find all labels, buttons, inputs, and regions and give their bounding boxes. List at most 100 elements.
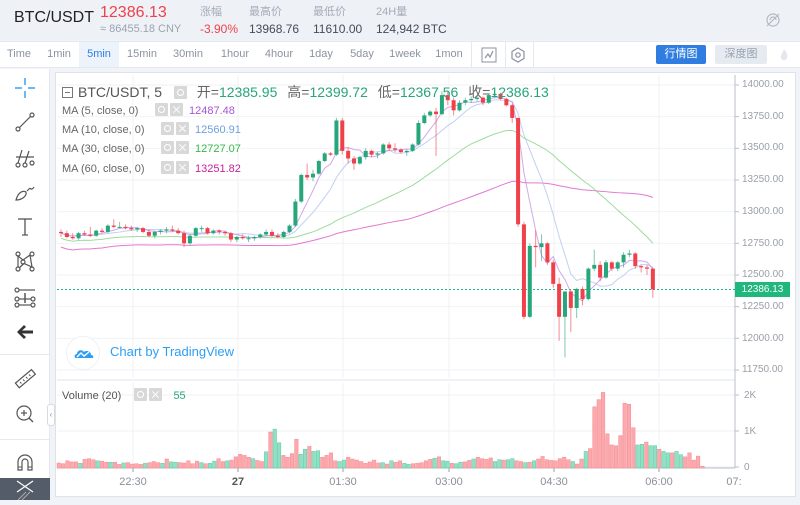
price-tick: 11750.00 [742, 364, 783, 375]
high-label: 高= [287, 84, 310, 100]
low-label: 低= [377, 84, 400, 100]
ma-value: 12487.48 [189, 105, 235, 117]
pattern-icon[interactable] [12, 249, 38, 275]
collapse-toolbar-button[interactable]: ‹ [47, 404, 55, 426]
divider [505, 42, 506, 67]
symbol-label: BTC/USDT, 5 [78, 84, 163, 100]
time-tick: 07: [726, 476, 742, 488]
close-icon[interactable] [176, 122, 189, 135]
ma-label: MA (60, close, 0) [62, 163, 145, 175]
cloud-chart-icon [74, 350, 94, 358]
magnet-icon[interactable] [12, 450, 38, 476]
timeframe-1day[interactable]: 1day [309, 48, 333, 60]
price-tick: 13500.00 [742, 142, 784, 153]
price-tick: 13250.00 [742, 174, 784, 185]
time-tick: 03:00 [435, 476, 463, 488]
close-label: 收= [468, 84, 491, 100]
low-value: 12367.56 [399, 84, 459, 100]
gear-icon[interactable] [161, 122, 174, 135]
ma10-legend: MA (10, close, 0) 12560.91 [62, 122, 241, 136]
text-icon[interactable] [12, 214, 38, 240]
price-block: 12386.13 ≈ 86455.18 CNY [100, 4, 181, 36]
timeframe-1min[interactable]: 1min [47, 48, 71, 60]
pitchfork-icon[interactable] [12, 145, 38, 171]
close-value: 12386.13 [490, 84, 549, 100]
ma5-legend: MA (5, close, 0) 12487.48 [62, 103, 235, 117]
timeframe-toolbar: Time 1min 5min 15min 30min 1hour 4hour 1… [0, 41, 800, 68]
time-tick: 06:00 [645, 476, 673, 488]
cny-price: ≈ 86455.18 CNY [100, 23, 182, 35]
volume-tick: 1K [744, 426, 757, 437]
divider [533, 42, 534, 67]
price-tick: 13000.00 [742, 206, 784, 217]
line-chart-icon[interactable] [480, 46, 498, 64]
high-value: 12399.72 [309, 84, 368, 100]
timeframe-5day[interactable]: 5day [350, 48, 374, 60]
stat-low: 最低价 11610.00 [313, 5, 362, 37]
drawing-toolbar [0, 69, 50, 501]
stat-value: 11610.00 [313, 22, 363, 36]
remove-drawings-button[interactable] [0, 478, 50, 501]
timeframe-1week[interactable]: 1week [389, 48, 421, 60]
divider [471, 42, 472, 67]
collapse-legend-icon[interactable] [62, 87, 73, 98]
open-label: 开= [196, 84, 219, 100]
stat-label: 最高价 [249, 6, 282, 18]
stat-value: -3.90% [200, 22, 239, 36]
close-icon[interactable] [170, 103, 183, 116]
tab-depth-chart[interactable]: 深度图 [715, 45, 767, 64]
close-icon[interactable] [176, 161, 189, 174]
timeframe-4hour[interactable]: 4hour [264, 48, 294, 60]
pair-name: BTC/USDT [14, 9, 94, 26]
zoom-in-icon[interactable] [12, 401, 38, 427]
ruler-icon[interactable] [12, 366, 38, 392]
ma-value: 12560.91 [195, 124, 241, 136]
stat-value: 124,942 BTC [376, 22, 447, 36]
time-tick: 01:30 [329, 476, 357, 488]
timeframe-15min[interactable]: 15min [127, 48, 157, 60]
price-tick: 12000.00 [742, 333, 784, 344]
brush-icon[interactable] [12, 179, 38, 205]
crosshair-icon[interactable] [12, 75, 38, 101]
timeframe-1hour[interactable]: 1hour [220, 48, 250, 60]
chart-legend: BTC/USDT, 5 开=12385.95 高=12399.72 低=1236… [62, 82, 549, 102]
divider [0, 439, 50, 440]
ma60-legend: MA (60, close, 0) 13251.82 [62, 161, 241, 175]
timeframe-time[interactable]: Time [6, 48, 32, 60]
timeframe-5min[interactable]: 5min [79, 42, 119, 67]
price-tick: 12500.00 [742, 269, 784, 280]
divider [0, 354, 50, 355]
ma-value: 12727.07 [195, 143, 241, 155]
open-value: 12385.95 [218, 84, 278, 100]
gear-icon[interactable] [155, 103, 168, 116]
gear-icon[interactable] [161, 161, 174, 174]
eye-off-icon[interactable] [764, 11, 782, 29]
measure-prediction-icon[interactable] [12, 284, 38, 310]
close-icon[interactable] [149, 388, 163, 401]
close-icon[interactable] [176, 141, 189, 154]
last-price: 12386.13 [100, 4, 167, 21]
ma-label: MA (10, close, 0) [62, 124, 145, 136]
volume-tick: 0 [744, 462, 750, 473]
volume-value: 55 [173, 390, 186, 402]
flame-icon[interactable] [775, 46, 793, 64]
price-tick: 12750.00 [742, 238, 784, 249]
ticker-header: BTC/USDT 12386.13 ≈ 86455.18 CNY 涨幅 -3.9… [0, 0, 800, 40]
gear-icon[interactable] [161, 141, 174, 154]
time-tick: 27 [231, 476, 245, 488]
stat-value: 13968.76 [249, 22, 300, 36]
timeframe-30min[interactable]: 30min [173, 48, 203, 60]
trend-line-icon[interactable] [12, 109, 38, 135]
back-arrow-icon[interactable] [12, 319, 38, 345]
watermark-text[interactable]: Chart by TradingView [110, 344, 235, 359]
gear-icon[interactable] [134, 388, 148, 401]
hexagon-settings-icon[interactable] [509, 46, 527, 64]
gear-icon[interactable] [173, 86, 187, 99]
tab-kline-chart[interactable]: 行情图 [656, 45, 706, 64]
current-price-tag: 12386.13 [735, 282, 790, 297]
tradingview-logo[interactable] [66, 336, 100, 370]
timeframe-1mon[interactable]: 1mon [435, 48, 463, 60]
price-tick: 14000.00 [742, 79, 784, 90]
volume-legend: Volume (20) 55 [62, 388, 186, 402]
